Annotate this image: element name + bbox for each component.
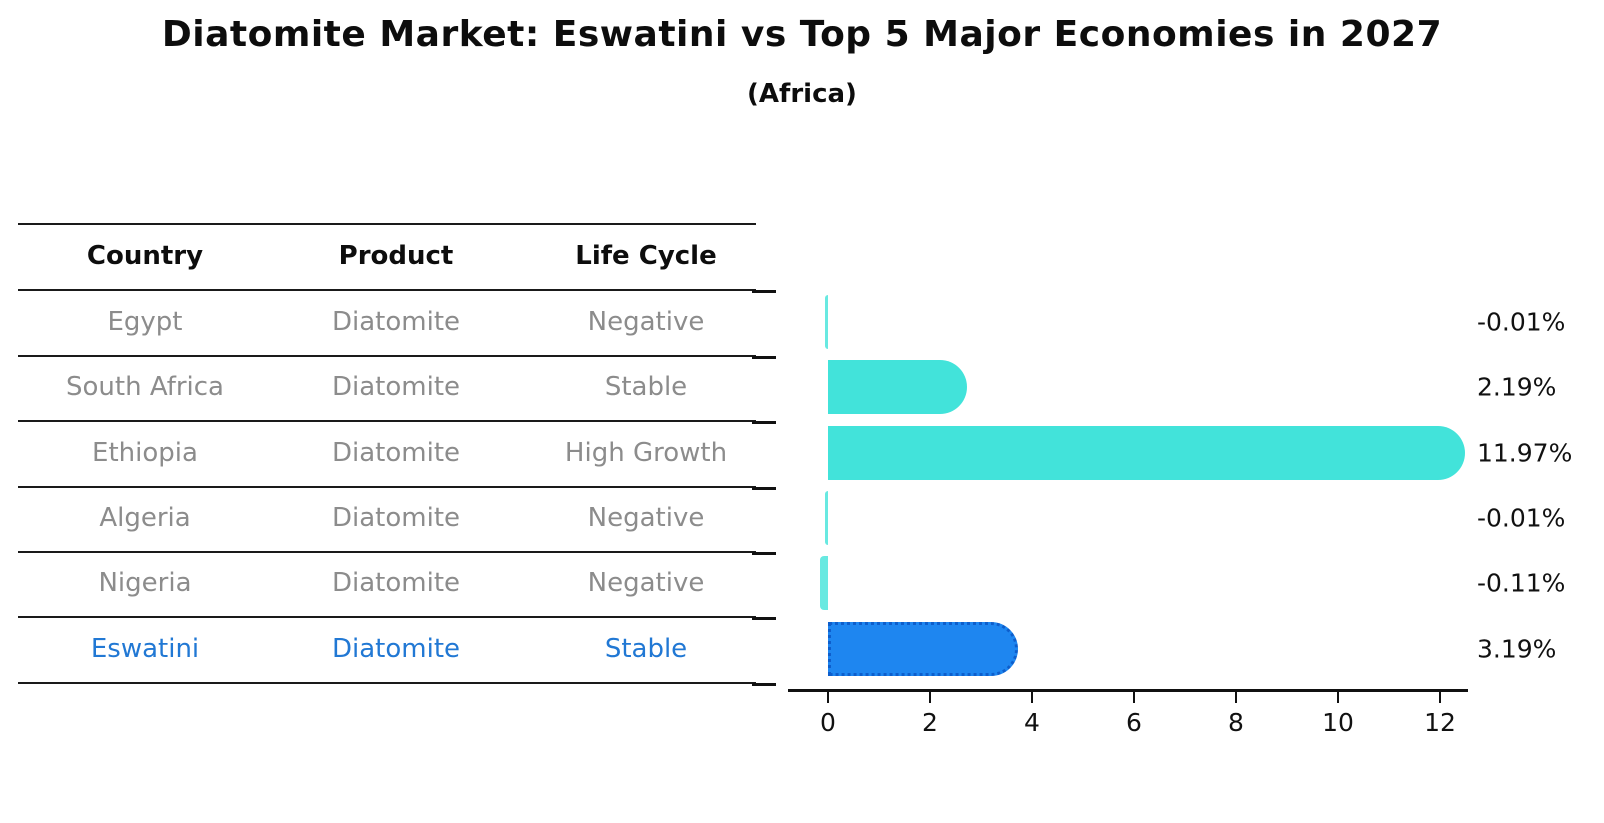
table-rule [18, 551, 756, 553]
x-axis-tick [1031, 692, 1033, 703]
table-cell-product: Diatomite [331, 503, 461, 533]
table-cell-life-cycle: Stable [604, 372, 688, 402]
x-axis-tick [929, 692, 931, 703]
x-axis-tick-label: 2 [922, 708, 938, 737]
bar-nigeria [819, 556, 828, 610]
y-tick [752, 683, 776, 686]
table-cell-country: South Africa [66, 372, 224, 402]
y-tick [752, 617, 776, 620]
bar-ethiopia [828, 426, 1466, 480]
bar-value-label: -0.01% [1477, 503, 1566, 533]
x-axis-tick-label: 6 [1126, 708, 1142, 737]
table-rule [18, 355, 756, 357]
table-cell-life-cycle: Negative [587, 307, 705, 337]
x-axis-tick-label: 8 [1228, 708, 1244, 737]
table-cell-product: Diatomite [331, 307, 461, 337]
x-axis-tick-label: 4 [1024, 708, 1040, 737]
table-rule [18, 420, 756, 422]
x-axis-tick [1337, 692, 1339, 703]
x-axis-tick [827, 692, 829, 703]
y-tick [752, 487, 776, 490]
table-cell-life-cycle: Negative [587, 503, 705, 533]
column-header-product: Product [338, 241, 454, 271]
bar-eswatini [828, 622, 1018, 676]
bar-algeria [824, 491, 828, 545]
x-axis-tick [1439, 692, 1441, 703]
chart-subtitle: (Africa) [747, 79, 857, 109]
table-cell-product: Diatomite [331, 438, 461, 468]
table-rule [18, 289, 756, 291]
table-cell-country: Nigeria [98, 568, 192, 598]
y-tick [752, 421, 776, 424]
table-cell-country: Ethiopia [92, 438, 198, 468]
table-cell-product: Diatomite [331, 372, 461, 402]
table-rule [18, 223, 756, 225]
bar-value-label: 3.19% [1477, 634, 1557, 664]
y-tick [752, 356, 776, 359]
bar-value-label: -0.11% [1477, 568, 1566, 598]
y-tick [752, 290, 776, 293]
column-header-country: Country [86, 241, 204, 271]
table-rule [18, 616, 756, 618]
bar-value-label: 11.97% [1477, 438, 1573, 468]
x-axis-tick-label: 12 [1424, 708, 1456, 737]
table-rule [18, 682, 756, 684]
bar-south-africa [828, 360, 967, 414]
table-cell-life-cycle: Stable [604, 634, 688, 664]
table-cell-life-cycle: High Growth [564, 438, 728, 468]
column-header-life-cycle: Life Cycle [575, 241, 717, 271]
table-cell-country: Algeria [99, 503, 191, 533]
table-rule [18, 486, 756, 488]
x-axis-line [788, 689, 1468, 692]
table-cell-product: Diatomite [331, 568, 461, 598]
y-tick [752, 552, 776, 555]
table-cell-country: Egypt [107, 307, 183, 337]
chart-title: Diatomite Market: Eswatini vs Top 5 Majo… [161, 14, 1443, 55]
table-cell-life-cycle: Negative [587, 568, 705, 598]
x-axis-tick-label: 0 [820, 708, 836, 737]
x-axis-tick [1133, 692, 1135, 703]
bar-value-label: -0.01% [1477, 307, 1566, 337]
table-cell-country: Eswatini [90, 634, 200, 664]
x-axis-tick [1235, 692, 1237, 703]
bar-egypt [824, 295, 828, 349]
table-cell-product: Diatomite [331, 634, 461, 664]
x-axis-tick-label: 10 [1322, 708, 1354, 737]
bar-value-label: 2.19% [1477, 372, 1557, 402]
